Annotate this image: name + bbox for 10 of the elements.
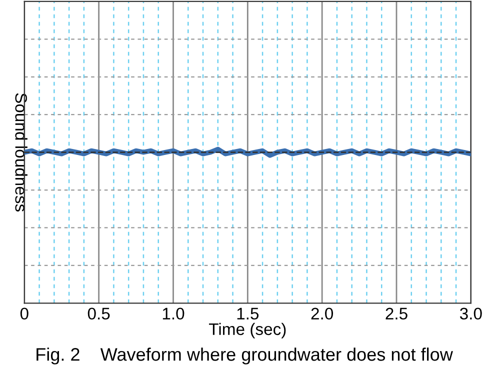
y-axis-title: Sound loudness	[15, 93, 28, 212]
x-tick-label: 2.0	[311, 308, 334, 320]
x-tick-label: 0	[20, 308, 28, 320]
x-tick-label: 0.5	[88, 308, 110, 320]
x-tick-label: 3.0	[460, 308, 482, 320]
x-tick-label: 1.5	[237, 308, 259, 320]
text: Fig. 2 Waveform where groundwater does not flow	[36, 348, 453, 364]
x-axis-title: Time (sec)	[209, 322, 286, 338]
x-tick-label: 1.0	[162, 308, 184, 320]
x-tick-label: 2.5	[386, 308, 408, 320]
